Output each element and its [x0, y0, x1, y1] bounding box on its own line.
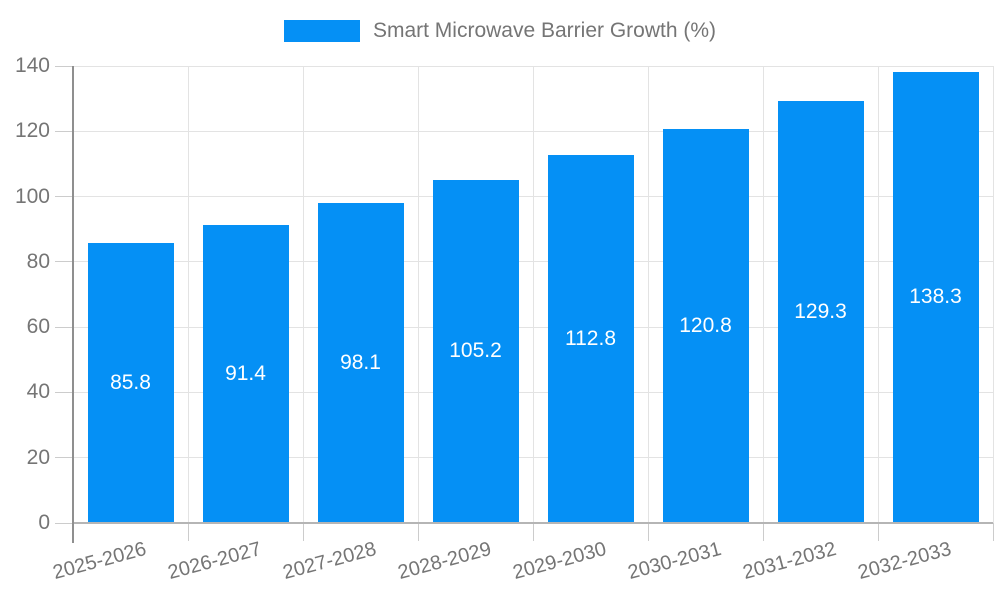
gridline-vertical — [302, 66, 304, 523]
y-tick-mark — [55, 65, 73, 67]
y-tick-mark — [55, 391, 73, 393]
legend[interactable]: Smart Microwave Barrier Growth (%) — [0, 19, 1000, 43]
x-tick-mark — [762, 523, 764, 541]
y-axis-tick-label: 40 — [26, 380, 50, 404]
gridline-vertical — [877, 66, 879, 523]
gridline-vertical — [762, 66, 764, 523]
y-tick-mark — [55, 130, 73, 132]
y-tick-mark — [55, 261, 73, 263]
x-tick-mark — [647, 523, 649, 541]
y-axis-tick-label: 140 — [14, 54, 50, 77]
bar-2029-2030[interactable]: 112.8 — [547, 154, 634, 523]
y-tick-mark — [55, 522, 73, 524]
gridline-vertical — [532, 66, 534, 523]
bar-value-label: 120.8 — [679, 313, 732, 337]
bar-2025-2026[interactable]: 85.8 — [87, 242, 174, 523]
x-tick-mark — [992, 523, 994, 541]
legend-swatch-icon — [283, 20, 360, 42]
x-tick-mark — [417, 523, 419, 541]
plot-area: 0 20 40 60 80 100 120 140 85.8 91.4 98.1 105.2 112.8… — [15, 55, 994, 584]
bar-2027-2028[interactable]: 98.1 — [317, 202, 404, 523]
gridline-vertical — [992, 66, 994, 523]
y-axis-tick-label: 60 — [26, 315, 50, 339]
bar-value-label: 112.8 — [565, 326, 616, 350]
y-axis-tick-label: 80 — [26, 249, 50, 273]
legend-label: Smart Microwave Barrier Growth (%) — [372, 19, 717, 42]
y-axis-tick-label: 20 — [26, 445, 50, 469]
bar-value-label: 129.3 — [794, 299, 847, 323]
y-axis-tick-label: 0 — [38, 511, 50, 534]
x-tick-mark — [877, 523, 879, 541]
bar-2028-2029[interactable]: 105.2 — [432, 179, 519, 523]
y-tick-mark — [55, 326, 73, 328]
x-tick-mark — [532, 523, 534, 541]
bar-value-label: 98.1 — [340, 350, 381, 374]
y-axis-tick-label: 120 — [14, 119, 50, 143]
y-tick-mark — [55, 457, 73, 459]
bar-2031-2032[interactable]: 129.3 — [777, 100, 864, 523]
y-tick-mark — [55, 196, 73, 198]
y-axis-tick-label: 100 — [14, 184, 50, 208]
gridline-vertical — [647, 66, 649, 523]
x-axis-line — [73, 522, 993, 524]
bar-2030-2031[interactable]: 120.8 — [662, 128, 749, 523]
x-tick-mark — [302, 523, 304, 541]
bar-2026-2027[interactable]: 91.4 — [202, 224, 289, 523]
bar-value-label: 91.4 — [225, 361, 266, 385]
bar-2032-2033[interactable]: 138.3 — [892, 71, 979, 523]
y-axis-line — [72, 66, 74, 543]
bar-value-label: 138.3 — [909, 285, 962, 309]
gridline-vertical — [417, 66, 419, 523]
x-tick-mark — [187, 523, 189, 541]
bar-value-label: 105.2 — [449, 339, 502, 363]
bar-value-label: 85.8 — [110, 370, 151, 394]
gridline-vertical — [187, 66, 189, 523]
